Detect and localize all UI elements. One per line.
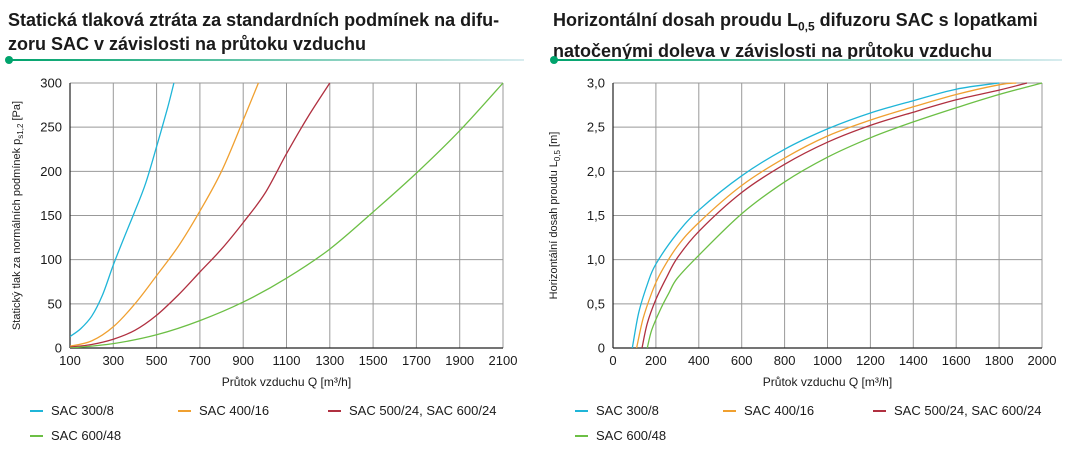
y-tick-label: 50	[48, 296, 62, 311]
chart-title-left-line2: zoru SAC v závislosti na průtoku vzduchu	[8, 34, 367, 54]
chart-title-right-line2: natočenými doleva v závislosti na průtok…	[553, 40, 993, 61]
chart-title-right-line1b: difuzoru SAC s lopatkami	[814, 10, 1038, 30]
y-tick-label: 0,5	[587, 296, 605, 311]
y-axis-title-subscript: 0,5	[553, 149, 562, 161]
x-axis-title: Průtok vzduchu Q [m³/h]	[222, 375, 351, 389]
y-tick-label: 2,5	[587, 120, 605, 135]
x-tick-label: 1000	[813, 353, 842, 368]
x-tick-label: 0	[609, 353, 616, 368]
series-line-3	[70, 82, 331, 348]
legend-swatch	[328, 409, 341, 412]
legend-label: SAC 300/8	[596, 403, 659, 418]
y-tick-label: 300	[40, 76, 62, 91]
chart-title-right: Horizontální dosah proudu L0,5 difuzoru …	[553, 8, 1038, 63]
legend-label: SAC 300/8	[51, 403, 114, 418]
x-tick-label: 2000	[1028, 353, 1057, 368]
y-tick-label: 150	[40, 208, 62, 223]
legend-label: SAC 400/16	[744, 403, 815, 418]
title-rule	[9, 59, 524, 61]
series-line-2	[635, 82, 1017, 348]
legend-item: SAC 400/16	[178, 403, 269, 418]
x-tick-label: 1200	[856, 353, 885, 368]
y-axis-title: Horizontální dosah proudu L0,5 [m]	[548, 132, 562, 300]
series-line-2	[70, 82, 259, 347]
x-tick-label: 2100	[489, 353, 518, 368]
legend-item: SAC 400/16	[723, 403, 814, 418]
y-axis-title-unit: [Pa]	[11, 101, 23, 124]
legend-item: SAC 500/24, SAC 600/24	[328, 403, 496, 418]
x-tick-label: 1400	[899, 353, 928, 368]
legend-left: SAC 300/8 SAC 400/16 SAC 500/24, SAC 600/2…	[30, 403, 530, 453]
y-tick-label: 200	[40, 164, 62, 179]
legend-label: SAC 600/48	[596, 428, 667, 443]
y-tick-label: 0	[598, 341, 605, 356]
legend-swatch	[723, 409, 736, 412]
y-tick-label: 100	[40, 252, 62, 267]
y-tick-label: 1,5	[587, 208, 605, 223]
x-tick-label: 600	[731, 353, 753, 368]
series-line-1	[70, 82, 175, 338]
x-tick-label: 1500	[359, 353, 388, 368]
y-axis-title-main: Horizontální dosah proudu L	[548, 161, 560, 299]
y-tick-label: 3,0	[587, 76, 605, 91]
y-tick-label: 1,0	[587, 252, 605, 267]
y-tick-label: 0	[55, 341, 62, 356]
x-tick-label: 300	[102, 353, 124, 368]
legend-swatch	[30, 409, 43, 412]
series-line-1	[631, 82, 1000, 348]
chart-panel-right: Horizontální dosah proudu L0,5 difuzoru …	[545, 0, 1073, 464]
y-axis-title-unit: [m]	[548, 132, 560, 150]
chart-title-left-line1: Statická tlaková ztráta za standardních …	[8, 10, 500, 30]
legend-swatch	[575, 409, 588, 412]
x-tick-label: 1900	[445, 353, 474, 368]
x-axis-title: Průtok vzduchu Q [m³/h]	[763, 375, 892, 389]
legend-swatch	[178, 409, 191, 412]
y-axis-title-subscript: s1,2	[16, 123, 25, 139]
legend-label: SAC 600/48	[51, 428, 122, 443]
x-tick-label: 100	[59, 353, 81, 368]
x-tick-label: 800	[774, 353, 796, 368]
legend-swatch	[30, 434, 43, 437]
pressure-loss-chart: 100 300 500 700 900 1100 1300 1500 1700 1900 2100 0…	[11, 76, 518, 390]
legend-label: SAC 500/24, SAC 600/24	[894, 403, 1042, 418]
title-rule	[554, 59, 1062, 61]
x-tick-label: 1300	[315, 353, 344, 368]
legend-swatch	[873, 409, 886, 412]
legend-label: SAC 400/16	[199, 403, 270, 418]
y-tick-label: 2,0	[587, 164, 605, 179]
legend-item: SAC 600/48	[30, 428, 121, 443]
chart-title-left: Statická tlaková ztráta za standardních …	[8, 8, 499, 56]
x-tick-label: 700	[189, 353, 211, 368]
x-tick-label: 1600	[942, 353, 971, 368]
legend-item: SAC 600/48	[575, 428, 666, 443]
x-tick-label: 1100	[273, 353, 301, 368]
x-tick-label: 900	[232, 353, 254, 368]
x-tick-label: 1700	[402, 353, 431, 368]
chart-title-right-line1a: Horizontální dosah proudu L	[553, 10, 798, 30]
legend-item: SAC 300/8	[30, 403, 114, 418]
legend-item: SAC 500/24, SAC 600/24	[873, 403, 1041, 418]
x-tick-label: 1800	[985, 353, 1014, 368]
series-line-4	[646, 82, 1043, 348]
series-line-4	[70, 82, 504, 348]
x-tick-label: 400	[688, 353, 710, 368]
y-axis-title: Statický tlak za normálních podmínek ps1…	[11, 101, 25, 330]
y-axis-title-main: Statický tlak za normálních podmínek p	[11, 139, 23, 330]
x-tick-label: 500	[146, 353, 168, 368]
x-tick-label: 200	[645, 353, 667, 368]
legend-right: SAC 300/8 SAC 400/16 SAC 500/24, SAC 600/2…	[575, 403, 1073, 453]
chart-panel-left: Statická tlaková ztráta za standardních …	[0, 0, 530, 464]
throw-distance-chart: 0 200 400 600 800 1000 1200 1400 1600 1800 2000 0 0,…	[548, 76, 1057, 390]
series-line-3	[641, 82, 1028, 348]
legend-swatch	[575, 434, 588, 437]
legend-item: SAC 300/8	[575, 403, 659, 418]
y-tick-label: 250	[40, 120, 62, 135]
chart-title-right-subscript: 0,5	[797, 19, 815, 34]
legend-label: SAC 500/24, SAC 600/24	[349, 403, 497, 418]
